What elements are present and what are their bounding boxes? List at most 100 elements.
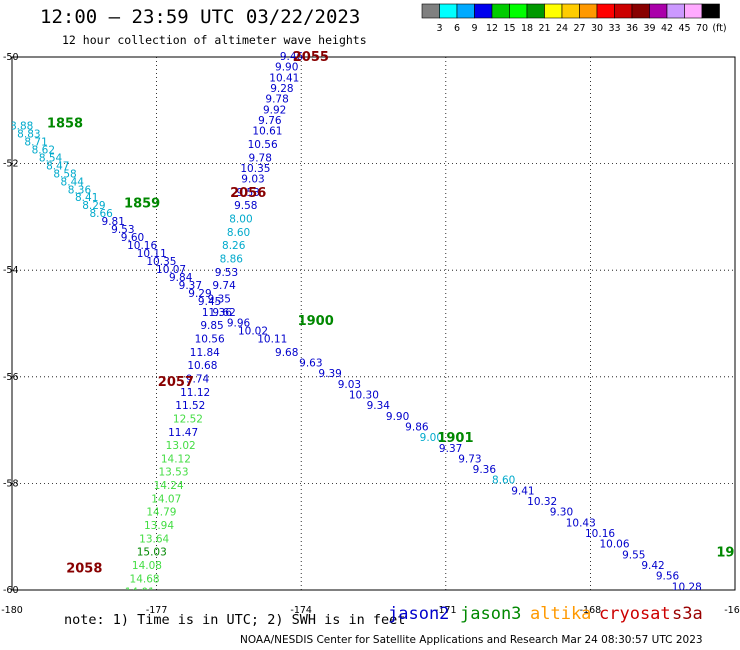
plot-area: -180 -177 -174 -171 -168 -165 -50 -52 -54 -56 -58 -… <box>1 52 740 616</box>
satellite-legend-jason2: jason2 <box>388 604 450 624</box>
swh-point-jason3: 10.30 <box>349 389 379 401</box>
swh-point-s3a: 8.86 <box>220 254 244 266</box>
legend-label: (ft) <box>712 23 726 34</box>
legend-label: 30 <box>591 23 603 34</box>
swh-point-s3a: 13.02 <box>166 440 196 452</box>
swh-point-jason3: 9.86 <box>405 421 429 433</box>
swh-point-s3a: 9.53 <box>236 187 259 199</box>
satellite-legend-cryosat: cryosat <box>599 604 671 624</box>
swh-point-jason3: 10.07 <box>156 264 186 276</box>
swh-point-jason3: 10.16 <box>585 528 615 540</box>
swh-point-jason3: 9.90 <box>386 411 409 423</box>
swh-point-s3a: 10.35 <box>240 163 270 175</box>
legend-label: 6 <box>454 23 460 34</box>
swh-point-jason3: 8.29 <box>82 200 105 212</box>
swh-point-s3a: 10.56 <box>195 333 225 345</box>
swh-point-s3a: 9.03 <box>241 174 264 186</box>
swh-point-jason3: 9.36 <box>473 464 497 476</box>
swh-point-jason3: 10.16 <box>127 240 157 252</box>
swh-point-s3a: 9.35 <box>208 294 231 306</box>
swh-point-s3a: 11.47 <box>168 427 198 439</box>
time-label: 2058 <box>66 562 102 577</box>
swh-point-jason3: 9.63 <box>299 357 322 369</box>
swh-point-jason3: 8.62 <box>32 144 55 156</box>
swh-point-jason3: 9.60 <box>121 232 144 244</box>
swh-point-jason3: 8.88 <box>10 120 33 132</box>
swh-point-s3a: 11.52 <box>175 400 205 412</box>
legend-label: 12 <box>486 23 498 34</box>
swh-point-s3a: 11.84 <box>190 347 220 359</box>
legend-label: 9 <box>471 23 477 34</box>
swh-point-s3a: 11.36 <box>202 307 232 319</box>
plot-frame <box>11 56 736 591</box>
swh-point-s3a: 9.53 <box>215 267 238 279</box>
swh-point-s3a: 14.24 <box>154 480 184 492</box>
swh-point-jason3: 8.47 <box>46 160 69 172</box>
swh-point-s3a: 9.85 <box>200 320 223 332</box>
swh-point-jason3: 9.34 <box>367 400 391 412</box>
swh-point-s3a: 14.07 <box>151 493 181 505</box>
swh-point-s3a: 9.76 <box>258 115 282 127</box>
x-tick-label: -165 <box>724 605 740 616</box>
swh-point-jason3: 9.29 <box>188 288 211 300</box>
swh-point-s3a: 13.53 <box>158 467 188 479</box>
swh-point-s3a: 12.52 <box>173 413 203 425</box>
swh-point-jason3: 8.54 <box>39 152 63 164</box>
swh-point-s3a: 8.26 <box>222 240 246 252</box>
x-tick-label: -180 <box>1 605 23 616</box>
swh-point-jason3: 9.81 <box>690 592 713 604</box>
x-tick-label: -174 <box>290 605 312 616</box>
footer-note: note: 1) Time is in UTC; 2) SWH is in fe… <box>64 612 406 628</box>
swh-point-jason3: 9.62 <box>212 307 235 319</box>
time-label: 19 <box>716 546 734 561</box>
y-tick-label: -54 <box>3 265 19 276</box>
swh-point-jason3: 9.84 <box>169 272 193 284</box>
legend-swatch <box>701 3 720 19</box>
legend-label: 24 <box>556 23 568 34</box>
time-label: 1900 <box>298 314 334 329</box>
swh-point-jason3: 8.60 <box>492 475 515 487</box>
swh-point-jason3: 8.44 <box>61 176 85 188</box>
y-tick-label: -50 <box>3 52 19 63</box>
swh-point-jason3: 9.45 <box>198 296 221 308</box>
y-tick-label: -56 <box>3 372 19 383</box>
legend-label: 18 <box>521 23 533 34</box>
swh-point-jason3: 9.39 <box>318 368 341 380</box>
swh-point-s3a: 9.78 <box>249 152 272 164</box>
swh-point-s3a: 13.64 <box>139 533 169 545</box>
page-title: 12:00 – 23:59 UTC 03/22/2023 <box>40 6 361 28</box>
swh-point-jason3: 9.37 <box>439 443 462 455</box>
swh-point-jason3: 9.73 <box>458 453 481 465</box>
swh-point-s3a: 10.68 <box>187 360 217 372</box>
x-tick-label: -171 <box>435 605 457 616</box>
swh-point-s3a: 14.12 <box>161 453 191 465</box>
swh-point-s3a: 8.00 <box>229 214 252 226</box>
color-legend: 3 6 9 12 15 18 21 24 27 30 33 36 39 42 45 70 (ft) <box>421 3 727 34</box>
swh-point-jason3: 10.32 <box>527 496 557 508</box>
satellite-legend-s3a: s3a <box>672 604 703 624</box>
page-subtitle: 12 hour collection of altimeter wave hei… <box>62 33 367 47</box>
swh-point-jason3: 9.56 <box>656 571 680 583</box>
swh-point-s3a: 10.61 <box>252 126 282 138</box>
swh-point-jason3: 10.28 <box>672 581 702 593</box>
swh-point-jason3: 9.81 <box>102 216 125 228</box>
swh-point-jason3: 9.41 <box>511 485 534 497</box>
swh-point-jason3: 9.37 <box>179 280 202 292</box>
legend-label: 36 <box>626 23 638 34</box>
legend-label: 70 <box>696 23 708 34</box>
swh-point-s3a: 13.94 <box>144 520 174 532</box>
swh-point-s3a: 10.41 <box>269 72 299 84</box>
swh-point-jason3: 9.42 <box>641 560 664 572</box>
swh-point-jason3: 10.06 <box>599 539 629 551</box>
swh-point-jason3: 10.11 <box>257 333 287 345</box>
satellite-legend-jason3: jason3 <box>460 604 522 624</box>
legend-label: 42 <box>661 23 673 34</box>
swh-point-s3a: 9.92 <box>263 104 286 116</box>
legend-label: 45 <box>678 23 690 34</box>
legend-label: 21 <box>538 23 550 34</box>
legend-label: 39 <box>643 23 655 34</box>
swh-point-jason3: 10.02 <box>238 325 268 337</box>
swh-point-s3a: 14.01 <box>125 587 155 599</box>
y-tick-label: -58 <box>3 478 19 489</box>
legend-label: 33 <box>608 23 620 34</box>
